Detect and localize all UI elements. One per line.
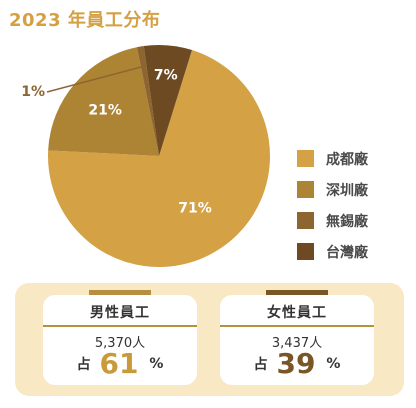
- pie-slice-chengdu: [47, 50, 270, 268]
- legend-label-chengdu: 成都廠: [326, 151, 368, 168]
- data-label-chengdu: 71%: [178, 201, 212, 217]
- data-label-wuxi-leader-line: [46, 65, 144, 93]
- legend-swatch-wuxi: [297, 212, 314, 229]
- male-percent-prefix: 占: [76, 357, 91, 373]
- pie-slice-taiwan: [143, 45, 193, 157]
- male-card-divider: [43, 325, 197, 327]
- legend-item-chengdu: 成都廠: [297, 143, 407, 174]
- legend-item-wuxi: 無錫廠: [297, 205, 407, 236]
- legend-swatch-shenzhen: [297, 181, 314, 198]
- male-card-title: 男性員工: [90, 305, 150, 321]
- data-label-wuxi: 1%: [21, 84, 45, 100]
- data-label-shenzhen: 21%: [88, 103, 122, 119]
- chart-title: 2023 年員工分布: [9, 10, 161, 31]
- legend-label-shenzhen: 深圳廠: [326, 182, 368, 199]
- male-percent-unit: %: [149, 356, 164, 372]
- male-percentage: 占 61 %: [43, 348, 197, 380]
- female-card-title: 女性員工: [267, 305, 327, 321]
- pie-slice-shenzhen: [48, 47, 159, 156]
- legend-swatch-chengdu: [297, 150, 314, 167]
- female-card-divider: [220, 325, 374, 327]
- employee-gender-panel: 男性員工 5,370人 占 61 % 女性員工 3,437人 占 39 %: [15, 283, 404, 396]
- legend-item-shenzhen: 深圳廠: [297, 174, 407, 205]
- female-employee-count: 3,437人: [271, 336, 323, 351]
- female-percentage: 占 39 %: [220, 348, 374, 380]
- female-percent-unit: %: [326, 356, 341, 372]
- data-label-taiwan: 7%: [154, 67, 178, 83]
- female-percent-prefix: 占: [253, 357, 268, 373]
- female-card-tab: [266, 290, 328, 295]
- female-employee-card: 女性員工 3,437人 占 39 %: [220, 290, 374, 385]
- legend-item-taiwan: 台灣廠: [297, 236, 407, 267]
- legend-label-taiwan: 台灣廠: [326, 244, 368, 261]
- legend: 成都廠 深圳廠 無錫廠 台灣廠: [297, 143, 407, 267]
- legend-swatch-taiwan: [297, 243, 314, 260]
- legend-label-wuxi: 無錫廠: [326, 213, 368, 230]
- male-percent-value: 61: [99, 347, 139, 380]
- male-employee-card: 男性員工 5,370人 占 61 %: [43, 290, 197, 385]
- male-card-tab: [89, 290, 151, 295]
- pie-slice-wuxi: [136, 46, 159, 156]
- male-employee-count: 5,370人: [94, 336, 146, 351]
- female-percent-value: 39: [276, 347, 316, 380]
